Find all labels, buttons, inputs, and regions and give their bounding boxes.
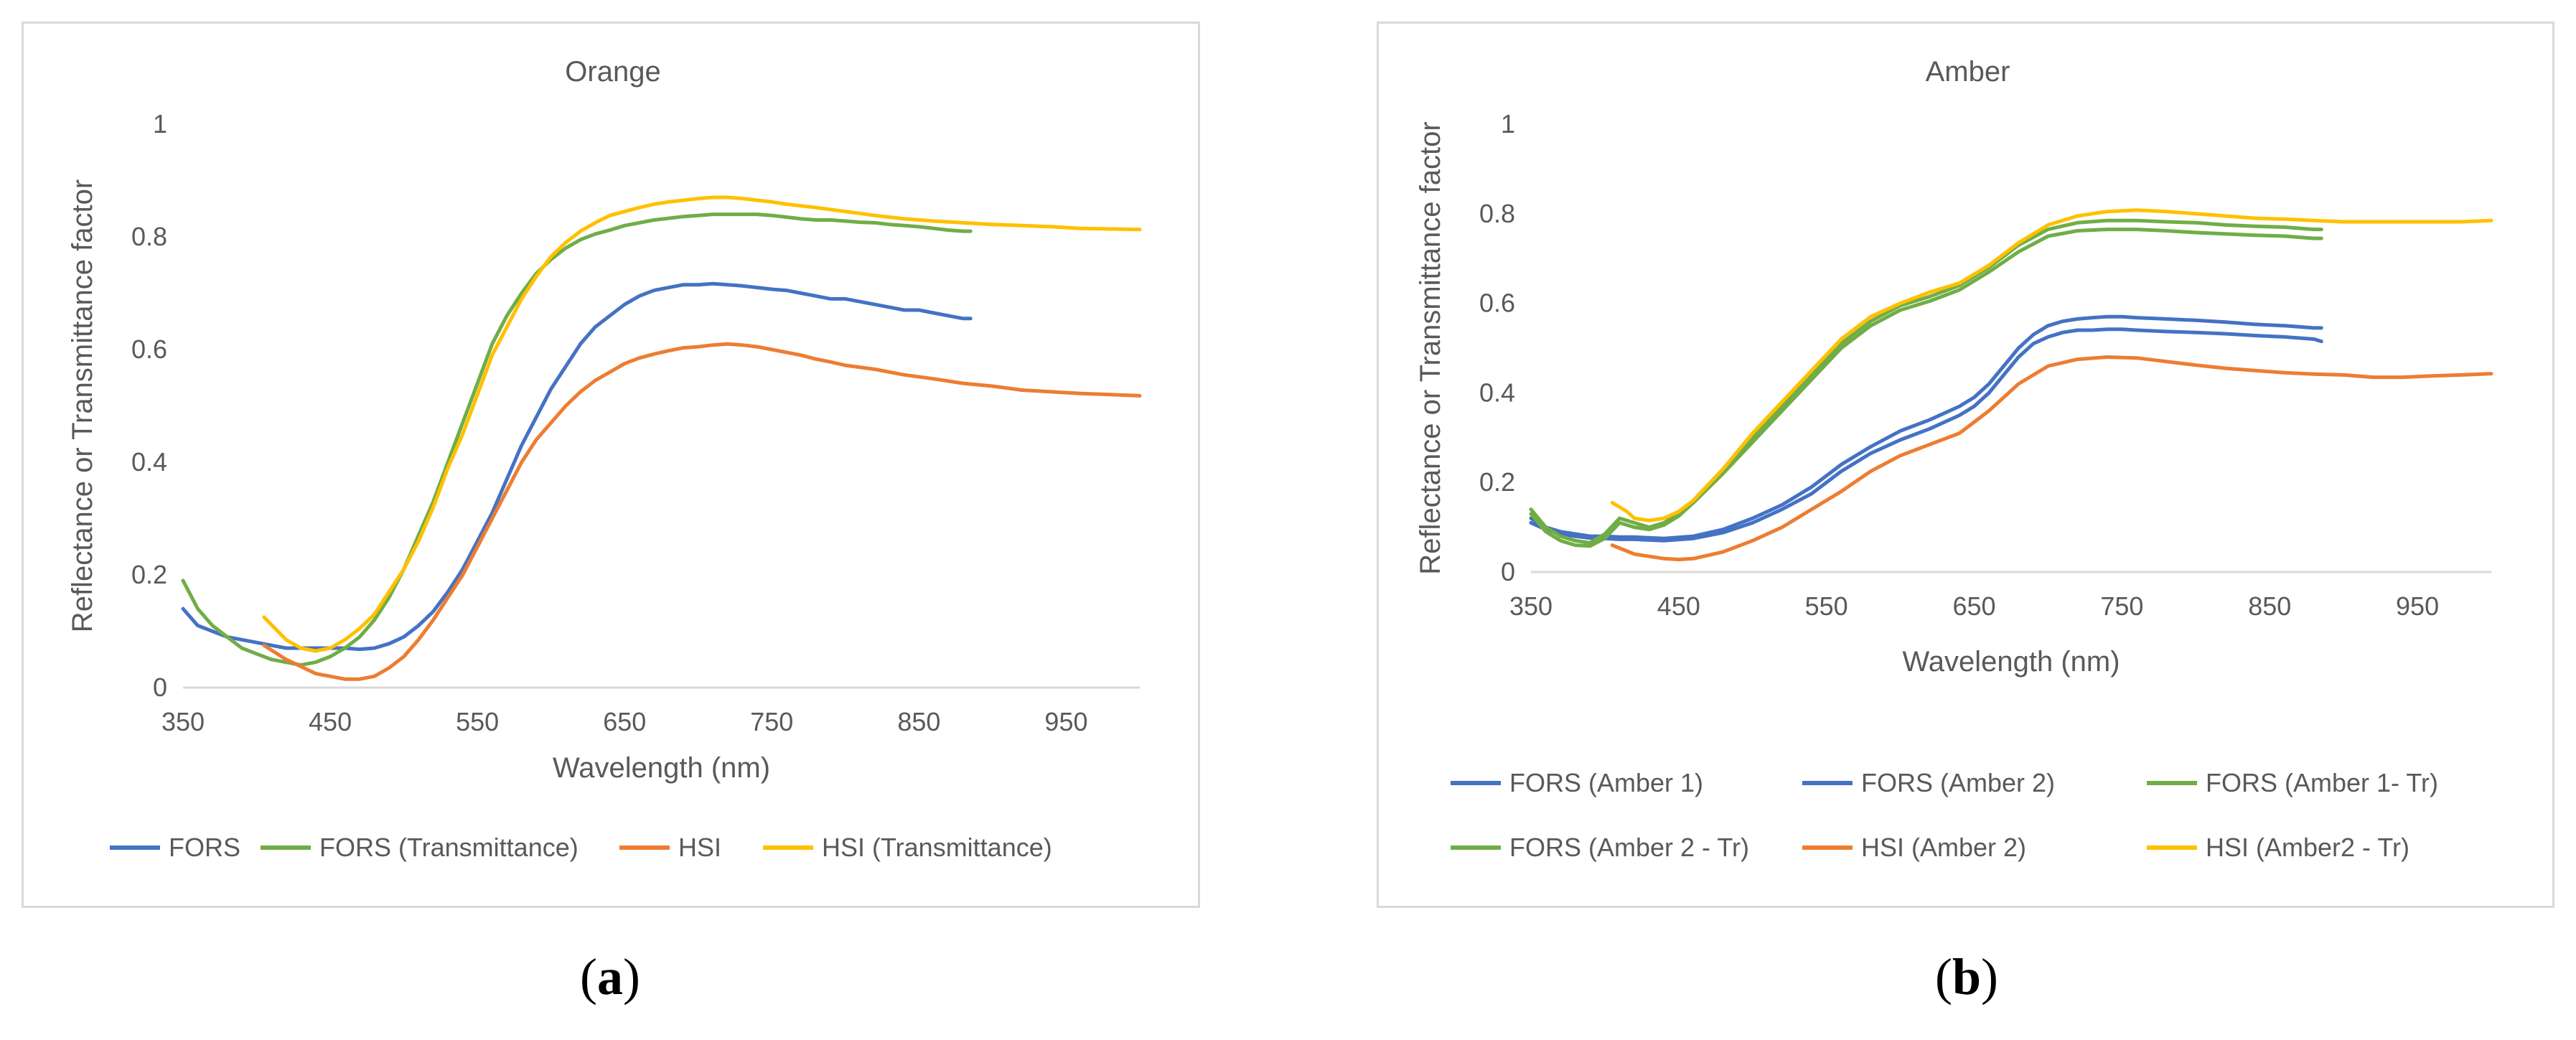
legend-label: HSI (Amber 2) xyxy=(1861,833,2026,862)
legend-label: FORS (Amber 2 - Tr) xyxy=(1509,833,1749,862)
series-line xyxy=(1610,355,2493,561)
x-tick-label: 750 xyxy=(750,707,793,736)
x-tick-label: 350 xyxy=(1509,591,1552,621)
y-tick-label: 1 xyxy=(153,109,167,139)
x-tick-label: 350 xyxy=(161,707,205,736)
series-line xyxy=(1529,218,2323,545)
x-tick-label: 650 xyxy=(1952,591,1995,621)
series-line xyxy=(181,212,973,667)
caption-a-letter: a xyxy=(597,948,623,1006)
series-line xyxy=(1529,228,2323,548)
x-tick-label: 950 xyxy=(2396,591,2439,621)
series-line xyxy=(262,195,1142,653)
x-axis-title: Wavelength (nm) xyxy=(1902,646,2120,678)
y-tick-label: 0.4 xyxy=(131,447,167,477)
y-tick-label: 1 xyxy=(1501,109,1515,139)
y-tick-label: 0.2 xyxy=(131,560,167,589)
legend-label: FORS (Amber 1- Tr) xyxy=(2206,768,2438,797)
legend-label: FORS (Amber 2) xyxy=(1861,768,2055,797)
y-axis-title: Reflectance or Transmittance factor xyxy=(1415,121,1446,574)
chart-orange: Orange 0 0.2 0.4 0.6 0.8 1 350 450 550 650 750 850 95… xyxy=(67,56,1142,862)
caption-a: (a) xyxy=(580,948,640,1006)
y-tick-label: 0 xyxy=(1501,557,1515,586)
chart-panel-amber: Amber 0 0.2 0.4 0.6 0.8 1 350 450 550 650 750 850 950… xyxy=(1377,22,2554,908)
chart-panel-orange: Orange 0 0.2 0.4 0.6 0.8 1 350 450 550 650 750 850 95… xyxy=(22,22,1200,908)
y-tick-label: 0.8 xyxy=(1479,199,1515,228)
y-tick-label: 0.4 xyxy=(1479,378,1515,407)
x-tick-label: 450 xyxy=(1657,591,1700,621)
series-line xyxy=(262,342,1142,681)
x-tick-label: 950 xyxy=(1044,707,1087,736)
x-tick-label: 550 xyxy=(1805,591,1848,621)
caption-b: (b) xyxy=(1934,948,1998,1006)
y-tick-label: 0.2 xyxy=(1479,467,1515,497)
legend-label: FORS (Amber 1) xyxy=(1509,768,1703,797)
series-line xyxy=(181,281,973,652)
series-line xyxy=(1529,327,2323,543)
chart-title: Amber xyxy=(1926,56,2010,88)
legend-label: FORS (Transmittance) xyxy=(319,833,579,862)
x-tick-label: 850 xyxy=(897,707,940,736)
x-tick-label: 750 xyxy=(2100,591,2143,621)
x-tick-label: 450 xyxy=(309,707,352,736)
chart-amber: Amber 0 0.2 0.4 0.6 0.8 1 350 450 550 650 750 850 950… xyxy=(1415,56,2493,862)
series-line xyxy=(1529,314,2323,540)
chart-title: Orange xyxy=(565,56,660,88)
x-tick-label: 850 xyxy=(2248,591,2291,621)
y-tick-label: 0.6 xyxy=(131,334,167,364)
y-axis-title: Reflectance or Transmittance factor xyxy=(67,179,98,632)
legend-label: HSI (Amber2 - Tr) xyxy=(2206,833,2409,862)
y-tick-label: 0.6 xyxy=(1479,289,1515,318)
legend-label: HSI xyxy=(678,833,721,862)
y-tick-label: 0 xyxy=(153,673,167,702)
y-tick-label: 0.8 xyxy=(131,222,167,251)
x-tick-label: 550 xyxy=(456,707,499,736)
legend-label: HSI (Transmittance) xyxy=(822,833,1052,862)
series-line xyxy=(1610,208,2493,523)
caption-b-letter: b xyxy=(1952,948,1982,1006)
x-axis-title: Wavelength (nm) xyxy=(553,752,770,784)
x-tick-label: 650 xyxy=(603,707,646,736)
legend-label: FORS xyxy=(169,833,240,862)
